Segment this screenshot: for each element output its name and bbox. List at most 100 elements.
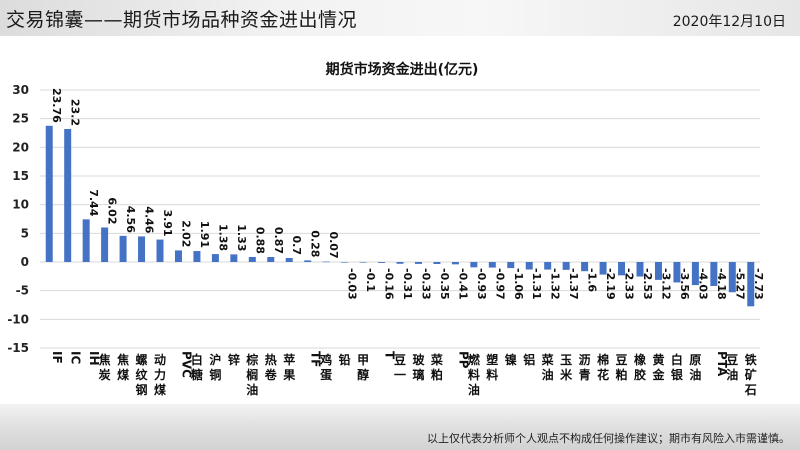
category-label: 铁矿石 xyxy=(744,352,757,397)
category-label: 焦炭 xyxy=(98,352,111,382)
value-label: -0.97 xyxy=(493,268,506,300)
bar xyxy=(64,128,72,262)
category-label: 菜油 xyxy=(541,352,554,382)
value-label: -0.16 xyxy=(383,268,396,300)
category-label: 豆一 xyxy=(394,353,406,382)
bar xyxy=(341,262,349,263)
value-label: -0.93 xyxy=(475,268,488,300)
bar xyxy=(156,239,164,262)
value-label: 1.38 xyxy=(216,224,229,251)
page-title: 交易锦囊——期货市场品种资金进出情况 xyxy=(6,9,358,31)
value-label: 1.33 xyxy=(235,224,248,251)
value-label: 2.02 xyxy=(179,220,192,247)
category-label: IF xyxy=(50,351,64,364)
category-label: 黄金 xyxy=(651,352,665,382)
category-label: 橡胶 xyxy=(634,352,647,382)
category-label: 原油 xyxy=(689,353,701,382)
value-label: -2.33 xyxy=(623,268,636,300)
y-tick-label: 30 xyxy=(12,83,29,97)
bar xyxy=(378,262,386,263)
bar xyxy=(45,125,53,262)
category-label: 玉米 xyxy=(560,353,573,382)
category-label: 镍 xyxy=(505,352,517,367)
value-label: -3.12 xyxy=(659,268,672,300)
bar xyxy=(451,262,459,265)
bar xyxy=(138,236,146,262)
bar xyxy=(396,262,404,264)
value-label: 0.7 xyxy=(290,235,303,255)
bar xyxy=(193,251,201,262)
y-tick-label: 10 xyxy=(12,198,29,212)
value-label: -0.31 xyxy=(401,268,414,300)
value-label: -1.06 xyxy=(512,268,525,300)
bar xyxy=(470,262,478,268)
bar xyxy=(581,262,589,272)
bar xyxy=(359,262,367,263)
category-label: IC xyxy=(69,351,83,364)
value-label: -0.33 xyxy=(419,268,432,300)
category-label: 豆粕 xyxy=(616,353,628,382)
value-label: 23.76 xyxy=(50,88,63,123)
category-label: 沪铜 xyxy=(209,352,221,382)
bar xyxy=(101,227,109,262)
chart-title: 期货市场资金进出(亿元) xyxy=(326,61,479,78)
category-label: 白糖 xyxy=(191,352,203,382)
value-label: -5.27 xyxy=(733,268,746,300)
bar xyxy=(710,262,718,286)
y-tick-label: -5 xyxy=(16,284,29,298)
value-label: 7.44 xyxy=(87,189,100,216)
value-label: 0.87 xyxy=(272,227,285,254)
value-label: -0.1 xyxy=(364,268,377,292)
category-label: 豆油 xyxy=(726,353,738,382)
bar xyxy=(673,262,681,283)
category-label: 铝 xyxy=(523,352,535,367)
value-label: -1.31 xyxy=(530,268,543,300)
category-label: PTA xyxy=(715,351,729,377)
category-label: PVC xyxy=(179,351,193,378)
y-tick-label: 15 xyxy=(12,169,29,183)
value-label: -2.19 xyxy=(604,268,617,300)
category-label: PP xyxy=(456,351,470,369)
bar xyxy=(248,256,256,262)
report-date: 2020年12月10日 xyxy=(672,14,786,30)
value-label: -2.53 xyxy=(641,268,654,300)
bar xyxy=(599,262,607,275)
bar xyxy=(82,219,90,262)
category-label: 铅 xyxy=(338,352,351,367)
bar xyxy=(174,250,182,262)
bar xyxy=(488,262,496,268)
value-label: -3.56 xyxy=(678,268,691,300)
category-label: 棉花 xyxy=(597,352,609,382)
bar xyxy=(285,257,293,262)
value-label: -4.18 xyxy=(715,268,728,300)
category-label: 塑料 xyxy=(486,352,498,382)
category-label: T xyxy=(383,351,397,360)
bar xyxy=(414,262,422,264)
header-bar xyxy=(0,0,800,36)
bar xyxy=(544,262,552,270)
category-label: 菜粕 xyxy=(430,352,443,382)
value-label: 4.56 xyxy=(124,206,137,233)
category-label: 苹果 xyxy=(282,352,295,382)
value-label: 23.2 xyxy=(69,99,82,126)
category-label: 甲醇 xyxy=(357,353,369,382)
category-label: 沥青 xyxy=(579,353,591,382)
value-label: 0.28 xyxy=(309,230,322,257)
bar xyxy=(654,262,662,280)
y-tick-label: 25 xyxy=(12,112,29,126)
category-label: 玻璃 xyxy=(412,352,425,382)
category-label: 棕榈油 xyxy=(245,352,258,397)
category-label: 热卷 xyxy=(264,352,278,382)
category-label: 白银 xyxy=(671,352,684,382)
category-label: 动力煤 xyxy=(154,353,166,397)
bar xyxy=(267,257,275,262)
bar xyxy=(507,262,515,269)
value-label: -4.03 xyxy=(696,268,709,300)
value-label: -1.32 xyxy=(549,268,562,300)
value-label: -7.73 xyxy=(752,268,765,300)
y-tick-label: 5 xyxy=(21,226,29,240)
category-label: TF xyxy=(309,351,323,367)
bar xyxy=(636,262,644,277)
bar xyxy=(562,262,570,270)
